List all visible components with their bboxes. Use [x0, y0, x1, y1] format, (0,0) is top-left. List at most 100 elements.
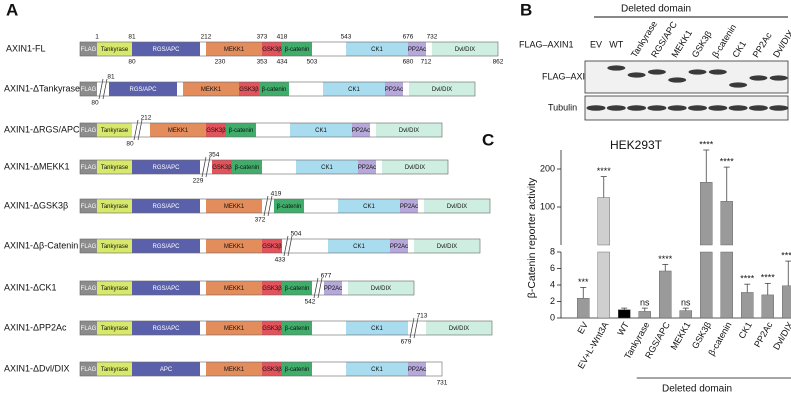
bar [577, 298, 590, 319]
domain-label: MEKK1 [224, 204, 245, 210]
residue-number: 1 [95, 34, 99, 41]
break-mark [409, 317, 415, 339]
blot-band [729, 82, 748, 88]
residue-number: 503 [307, 59, 318, 66]
domain [323, 82, 385, 96]
significance-label: ns [640, 297, 650, 307]
break-mark [413, 317, 419, 339]
domain-label: MEKK1 [201, 87, 222, 93]
domain [424, 199, 490, 213]
blot-band [749, 75, 768, 81]
domain-label: MEKK1 [224, 286, 245, 292]
construct-outline [79, 198, 491, 214]
domain-label: Tankyrase [101, 165, 129, 171]
blot-header: Deleted domain [621, 4, 691, 15]
domain-label: β-catenin [285, 367, 310, 373]
domain-label: Dvl/DIX [371, 286, 391, 292]
domain [206, 123, 226, 137]
domain-label: RGS/APC [152, 286, 180, 292]
domain [132, 281, 200, 295]
domain [358, 160, 376, 174]
residue-number: 679 [401, 339, 412, 346]
domain-label: GSK3β [262, 286, 282, 292]
blot-band [708, 105, 728, 111]
break-mark [313, 277, 319, 299]
domain-label: Dvl/DIX [405, 165, 425, 171]
residue-number: 504 [291, 231, 302, 238]
domain [97, 281, 132, 295]
construct-outline [79, 81, 476, 97]
domain [80, 42, 97, 56]
domain-label: RGS/APC [152, 47, 180, 53]
residue-number: 680 [403, 59, 414, 66]
domain [338, 199, 400, 213]
residue-number: 543 [341, 34, 352, 41]
break-mark [263, 195, 269, 217]
domain [296, 160, 358, 174]
residue-number: 862 [493, 59, 504, 66]
construct-name: AXIN1-ΔMEKK1 [4, 161, 70, 171]
break-mark [133, 119, 139, 141]
break-mark [267, 195, 273, 217]
bar [700, 182, 713, 246]
domain-label: FLAG [81, 367, 97, 373]
residue-number: 212 [201, 34, 212, 41]
domain [97, 123, 132, 137]
residue-number: 230 [215, 59, 226, 66]
bar [597, 251, 610, 319]
domain [426, 321, 492, 335]
break-mark [205, 156, 211, 178]
construct-name: AXIN1-ΔGSK3β [4, 200, 68, 210]
domain-label: PP2Ac [352, 128, 370, 134]
domain [80, 362, 97, 376]
domain-label: Tankyrase [101, 128, 129, 134]
domain-label: MEKK1 [224, 244, 245, 250]
y-tick-label: 8 [550, 246, 555, 256]
residue-number: 229 [193, 178, 204, 185]
x-tick-label: Dvl/DIX [771, 320, 791, 351]
domain-label: PP2Ac [408, 367, 426, 373]
domain [385, 82, 403, 96]
lane-label: CK1 [730, 39, 748, 59]
panel-letter: A [6, 0, 18, 19]
y-tick-label: 2 [550, 296, 555, 306]
domain [262, 362, 282, 376]
domain [132, 199, 200, 213]
construct-outline [79, 361, 443, 377]
domain-label: APC [160, 367, 173, 373]
domain [80, 123, 97, 137]
residue-number: 712 [421, 59, 432, 66]
domain [132, 239, 200, 253]
domain [97, 239, 132, 253]
significance-label: **** [761, 273, 776, 283]
significance-label: **** [720, 156, 735, 166]
significance-label: **** [658, 254, 673, 264]
lane-label: PP2Ac [751, 30, 774, 59]
domain [259, 82, 289, 96]
blot-band [586, 105, 606, 111]
break-mark [287, 235, 293, 257]
residue-number: 676 [403, 34, 414, 41]
domain-label: FLAG [81, 326, 97, 332]
domain-label: β-catenin [235, 165, 260, 171]
blot-band [688, 69, 707, 75]
domain [408, 42, 426, 56]
break-mark [201, 156, 207, 178]
residue-number: 81 [107, 74, 115, 81]
residue-number: 418 [277, 34, 288, 41]
chart-title: HEK293T [610, 138, 663, 152]
domain-label: CK1 [321, 165, 333, 171]
construct-name: AXIN1-ΔCK1 [4, 282, 57, 292]
domain [346, 42, 408, 56]
domain [352, 123, 370, 137]
domain-label: CK1 [371, 367, 383, 373]
domain-label: GSK3β [212, 165, 232, 171]
domain-label: Dvl/DIX [447, 204, 467, 210]
domain-label: RGS/APC [152, 204, 180, 210]
blot-band [647, 69, 666, 75]
residue-number: 353 [257, 59, 268, 66]
domain-label: GSK3β [206, 128, 226, 134]
bar [700, 251, 713, 319]
